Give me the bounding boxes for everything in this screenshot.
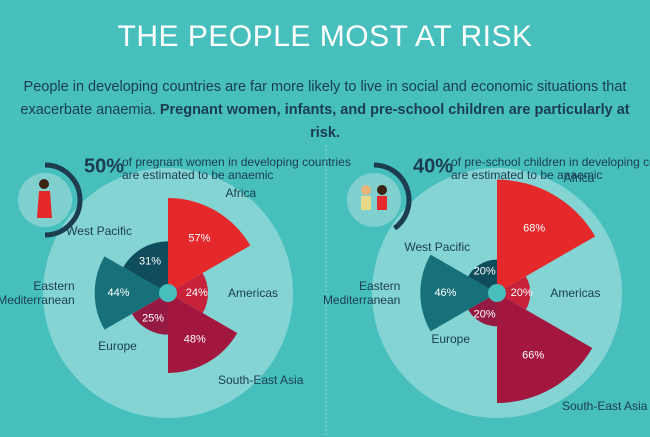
category-label: Eastern Mediterranean [0,279,75,307]
value-label: 66% [522,349,544,361]
wedge [168,198,251,293]
category-label: Africa [563,170,595,185]
share-arc [44,162,83,238]
category-label: West Pacific [404,239,471,254]
icon-head [377,185,387,195]
category-label: Europe [431,332,471,347]
caption: are estimated to be anaemic [122,168,273,182]
intro-text: People in developing countries are far m… [20,79,627,118]
title: THE PEOPLE MOST AT RISK [117,20,533,53]
value-label: 57% [188,232,210,244]
value-label: 46% [434,287,456,299]
value-label: 25% [142,313,164,325]
caption: of pregnant women in developing countrie… [122,155,351,169]
category-label: South-East Asia [218,372,304,387]
caption: of pre-school children in developing cou… [451,155,650,169]
value-label: 44% [108,287,130,299]
value-label: 24% [186,287,208,299]
category-label: West Pacific [66,223,132,238]
value-label: 48% [184,333,206,345]
value-label: 20% [474,308,496,320]
value-label: 20% [511,287,533,299]
category-label: Americas [228,286,279,300]
intro-bold: Pregnant women, infants, and pre-school … [159,102,630,141]
wedge [468,259,497,293]
caption: are estimated to be anaemic [451,168,602,182]
icon-head [361,185,371,195]
category-label: Eastern Mediterranean [322,279,401,307]
icon-body [377,196,387,210]
share-label: 50% [84,155,124,177]
icon-head [39,179,49,189]
value-label: 68% [523,223,545,235]
category-label: Americas [550,286,601,300]
wedge [497,179,596,293]
wedge [94,256,168,330]
wedge [131,293,168,335]
wedge [168,293,238,373]
category-label: South-East Asia [562,398,648,413]
share-label: 40% [413,155,453,177]
wedge [168,273,208,313]
hub [488,284,506,302]
hub [159,284,177,302]
wedge [123,241,168,293]
icon-body [361,196,371,210]
share-arc [373,162,412,231]
wedge [468,293,497,327]
wedge [420,254,497,332]
category-label: Europe [98,339,137,354]
value-label: 31% [139,256,161,268]
category-label: Africa [225,186,257,201]
wedge [497,293,593,403]
icon-bg [347,173,401,227]
wedge [497,276,531,310]
icon-body [37,191,52,218]
intro: People in developing countries are far m… [20,76,630,145]
value-label: 20% [474,266,496,278]
